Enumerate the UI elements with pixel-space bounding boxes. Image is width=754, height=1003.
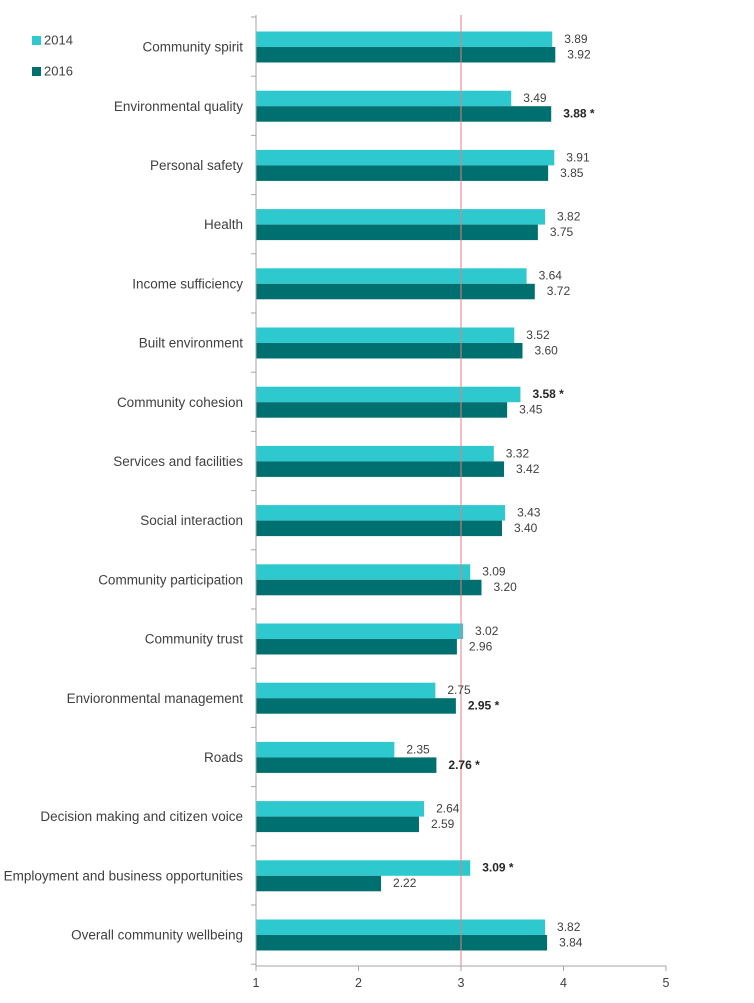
x-tick-label: 4 [560,976,567,990]
category-label: Income sufficiency [132,276,243,291]
category-label: Built environment [139,336,244,351]
data-label-2016: 3.72 [547,284,571,298]
bar-2014 [256,268,527,284]
data-label-2016: 2.96 [469,639,493,653]
bar-2014 [256,682,436,699]
data-label-2014: 2.75 [447,683,471,697]
bar-2016 [256,520,502,537]
bar-2014 [256,505,506,521]
legend-swatch-2016 [32,67,41,76]
bar-2014 [256,919,546,935]
bar-2016 [256,757,437,773]
category-label: Health [204,217,243,232]
category-label: Personal safety [150,158,243,173]
bar-2016 [256,461,505,477]
bar-2016 [256,106,552,122]
bar-2016 [256,698,456,714]
data-label-2016: 3.92 [567,47,591,61]
data-label-2014: 3.49 [523,91,547,105]
bar-2014 [256,90,512,107]
bar-2016 [256,935,548,951]
bar-2016 [256,402,508,418]
data-label-2014: 2.35 [406,742,430,756]
bar-2016 [256,343,523,359]
data-label-2014: 3.58 * [532,387,564,401]
category-label: Employment and business opportunities [4,868,244,883]
x-tick-label: 3 [458,976,465,990]
category-label: Social interaction [140,513,243,528]
legend: 2014 2016 [32,32,73,78]
category-label: Services and facilities [113,454,243,469]
data-label-2016: 3.20 [494,580,518,594]
category-label: Community spirit [142,40,243,55]
data-label-2016: 3.85 [560,166,584,180]
data-label-2016: 2.95 * [468,699,500,713]
category-label: Community participation [98,572,243,587]
bar-2016 [256,165,549,181]
category-label: Overall community wellbeing [71,928,243,943]
data-label-2016: 3.88 * [563,107,595,121]
bar-2014 [256,209,546,225]
data-label-2014: 3.43 [517,506,541,520]
x-tick-label: 2 [355,976,362,990]
data-label-2014: 3.91 [566,150,590,164]
bar-2016 [256,816,419,833]
bar-2016 [256,47,556,63]
bar-2014 [256,31,553,47]
bars-layer [256,31,556,951]
data-label-2016: 3.60 [535,343,559,357]
data-label-2016: 3.42 [516,462,540,476]
bar-2016 [256,875,382,892]
x-tick-label: 1 [253,976,260,990]
data-label-2014: 3.09 * [482,861,514,875]
data-label-2014: 3.89 [564,32,588,46]
data-label-2016: 3.84 [559,935,583,949]
value-labels-layer: 3.893.923.493.88 *3.913.853.823.753.643.… [393,32,595,950]
bar-2014 [256,741,395,758]
bar-2016 [256,579,482,596]
bar-2014 [256,860,471,876]
bar-2014 [256,564,471,580]
axes-layer: 1 2 3 4 5 [251,15,670,990]
bar-2014 [256,386,521,403]
bar-2014 [256,801,425,817]
bar-2014 [256,623,464,639]
data-label-2014: 3.64 [539,269,563,283]
bar-2014 [256,445,494,462]
data-label-2016: 3.45 [519,403,543,417]
data-label-2014: 3.52 [526,328,550,342]
data-label-2016: 2.59 [431,817,455,831]
data-label-2014: 3.82 [557,920,581,934]
category-label: Roads [204,750,243,765]
legend-label-2016: 2016 [44,63,73,78]
bar-2014 [256,149,555,166]
bar-2016 [256,283,535,300]
bar-2016 [256,224,538,241]
x-tick-label: 5 [663,976,670,990]
category-label: Decision making and citizen voice [40,809,243,824]
data-label-2016: 3.75 [550,225,574,239]
data-label-2014: 3.82 [557,210,581,224]
bar-2016 [256,639,457,655]
legend-label-2014: 2014 [44,32,73,47]
data-label-2016: 2.76 * [448,758,480,772]
data-label-2014: 3.09 [482,565,506,579]
category-label: Community trust [145,632,244,647]
data-label-2014: 2.64 [436,802,460,816]
category-label: Community cohesion [117,395,243,410]
data-label-2016: 3.40 [514,521,538,535]
data-label-2016: 2.22 [393,876,417,890]
category-label: Environmental quality [114,99,243,114]
data-label-2014: 3.32 [506,446,530,460]
data-label-2014: 3.02 [475,624,499,638]
bar-2014 [256,327,515,343]
category-label: Envioronmental management [67,691,244,706]
legend-swatch-2014 [32,36,41,45]
category-labels-layer: Community spirit Environmental quality Per… [4,40,244,943]
